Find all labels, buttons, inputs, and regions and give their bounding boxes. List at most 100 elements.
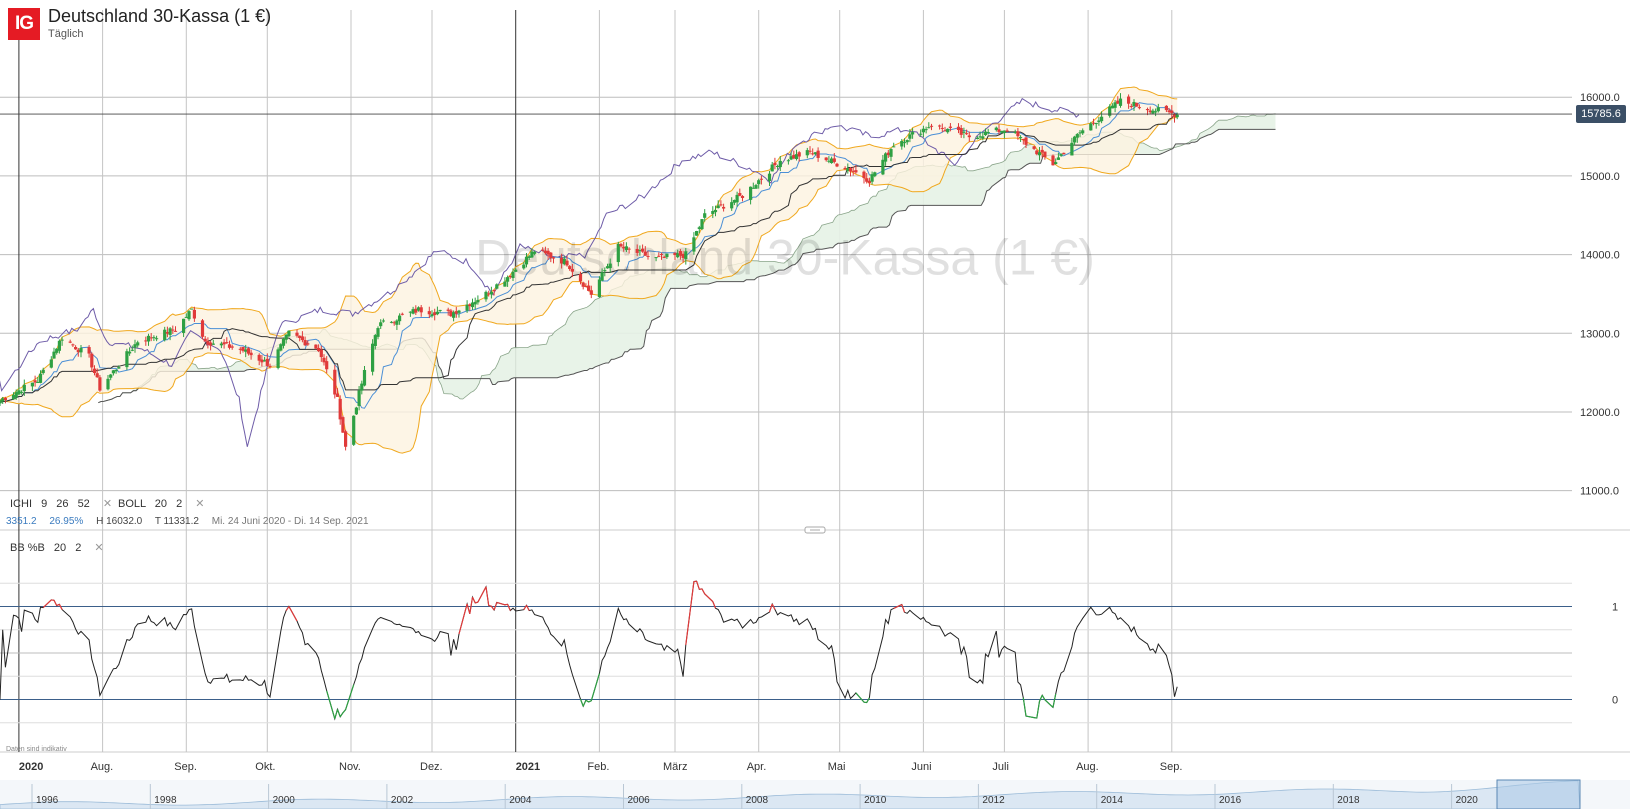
candle-body (395, 320, 399, 325)
time-tick-label: 2021 (516, 761, 540, 773)
candle-body (700, 219, 704, 230)
candle-body (227, 344, 232, 348)
candle-body (152, 337, 156, 339)
candle-body (49, 359, 53, 368)
candle-body (79, 347, 83, 353)
bbpb-indicator-chip[interactable]: BB %B 20 2 ✕ (10, 541, 104, 554)
candle-body (389, 321, 394, 323)
candle-body (627, 248, 631, 250)
pb-overbought-segment (56, 603, 60, 607)
time-tick-label: Aug. (91, 761, 114, 773)
bbpb-remove-icon[interactable]: ✕ (94, 542, 104, 554)
candle-body (959, 128, 963, 135)
candle-body (1078, 132, 1082, 134)
pb-overbought-segment (490, 605, 495, 611)
pb-oversold-segment (339, 712, 344, 718)
time-tick-label: Dez. (420, 761, 443, 773)
candle-body (873, 172, 877, 177)
candle-body (495, 284, 499, 289)
candle-body (76, 349, 80, 353)
pb-line (0, 580, 1178, 721)
candle-body (222, 342, 226, 345)
candle-body (30, 382, 34, 387)
candle-body (476, 299, 480, 303)
boll-indicator-chip[interactable]: BOLL 20 2 ✕ (118, 497, 205, 510)
candle-body (33, 380, 37, 383)
navigator-tick-label: 2014 (1101, 795, 1124, 806)
ichi-param-2: 26 (56, 498, 69, 510)
candle-body (832, 158, 836, 162)
candle-body (298, 335, 302, 339)
data-disclaimer: Daten sind indikativ (6, 746, 67, 753)
chart-interval[interactable]: Täglich (48, 28, 84, 40)
candle-body (622, 246, 626, 249)
candle-body (919, 133, 923, 135)
price-tick-label: 11000.0 (1580, 486, 1619, 498)
candle-body (1135, 102, 1139, 107)
candle-body (503, 281, 507, 287)
candle-body (560, 257, 564, 264)
candle-body (11, 394, 16, 400)
candle-body (546, 250, 550, 255)
candle-body (616, 243, 620, 263)
candle-body (38, 373, 43, 383)
candle-body (759, 178, 763, 180)
candle-body (430, 314, 434, 317)
pb-tick-label: 1 (1612, 602, 1618, 614)
candle-body (238, 348, 242, 350)
candle-body (846, 168, 850, 171)
candle-body (284, 334, 288, 340)
candle-body (657, 255, 661, 257)
time-tick-label: Feb. (587, 761, 609, 773)
candle-body (578, 273, 583, 282)
candle-body (276, 349, 280, 369)
ichi-remove-icon[interactable]: ✕ (102, 498, 113, 510)
boll-remove-icon[interactable]: ✕ (195, 498, 205, 510)
candle-body (697, 227, 701, 229)
candle-body (211, 343, 215, 345)
candle-body (0, 400, 2, 404)
ichimoku-kijun (0, 113, 1178, 404)
time-tick-label: Okt. (255, 761, 275, 773)
candle-body (209, 342, 213, 346)
candle-body (824, 157, 828, 161)
candle-body (17, 390, 21, 395)
candle-body (911, 132, 915, 135)
bbpb-param-1: 20 (53, 542, 67, 554)
candle-body (338, 398, 342, 420)
candle-body (1116, 100, 1120, 104)
candle-body (1167, 110, 1171, 113)
ichimoku-cloud (98, 113, 1276, 403)
candle-body (981, 136, 985, 139)
candle-body (263, 360, 267, 362)
candle-body (287, 330, 291, 337)
candle-body (249, 352, 253, 356)
pb-overbought-segment (901, 604, 906, 613)
candle-body (676, 253, 680, 258)
bbpb-param-2: 2 (75, 542, 82, 554)
pb-overbought-segment (466, 603, 471, 614)
pb-overbought-segment (893, 603, 903, 609)
pb-oversold-segment (1022, 697, 1027, 717)
candle-body (319, 349, 323, 358)
candle-body (643, 251, 647, 256)
candle-body (1070, 142, 1074, 156)
pb-overbought-segment (507, 604, 511, 611)
candle-body (1132, 101, 1136, 107)
pb-overbought-segment (523, 604, 528, 611)
candle-body (190, 308, 194, 310)
candle-body (551, 257, 556, 259)
candle-body (568, 266, 572, 270)
candle-body (1094, 122, 1098, 125)
pb-overbought-segment (288, 606, 298, 622)
candle-body (778, 160, 782, 168)
candle-body (792, 154, 796, 159)
candle-body (665, 253, 669, 258)
candle-body (927, 127, 931, 129)
candle-body (192, 309, 196, 319)
pb-tick-label: 0 (1612, 695, 1618, 707)
ichi-indicator-chip[interactable]: ICHI 9 26 52 ✕ (10, 497, 112, 510)
candle-body (900, 140, 904, 147)
